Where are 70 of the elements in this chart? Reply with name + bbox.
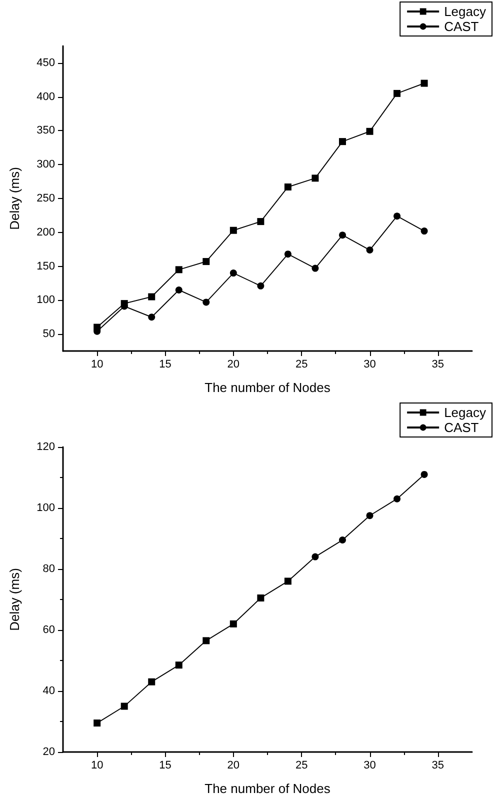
x-tick-label: 20 xyxy=(227,760,240,772)
legend-label: Legacy xyxy=(444,405,486,420)
point xyxy=(257,282,264,290)
point xyxy=(230,226,237,234)
point xyxy=(366,128,374,135)
point xyxy=(202,298,210,306)
x-tick-label: 35 xyxy=(432,760,444,772)
y-tick-label: 450 xyxy=(36,56,55,69)
x-tick-label: 30 xyxy=(364,760,376,772)
x-tick-label: 10 xyxy=(90,760,104,772)
point xyxy=(148,678,156,686)
legend-label: Legacy xyxy=(444,4,486,19)
point xyxy=(120,702,128,710)
point xyxy=(284,250,292,258)
point xyxy=(175,662,182,669)
x-tick-label: 30 xyxy=(364,358,376,370)
point xyxy=(366,512,374,520)
point xyxy=(366,246,374,254)
point xyxy=(202,637,210,644)
point xyxy=(394,90,401,97)
x-tick-label: 25 xyxy=(295,358,308,370)
point xyxy=(148,293,156,300)
x-tick-label: 15 xyxy=(159,760,172,772)
point xyxy=(338,138,346,146)
point xyxy=(394,495,401,502)
point xyxy=(230,270,237,277)
point xyxy=(284,578,292,585)
y-tick-label: 20 xyxy=(42,746,55,758)
y-tick-label: 80 xyxy=(42,563,55,575)
y-tick-label: 350 xyxy=(36,124,55,137)
legend-label: CAST xyxy=(444,19,479,34)
point xyxy=(148,314,156,321)
y-tick-label: 300 xyxy=(36,158,55,171)
point xyxy=(338,536,346,544)
x-axis-title: The number of Nodes xyxy=(204,380,331,395)
y-tick-label: 50 xyxy=(42,328,55,340)
point xyxy=(175,286,182,294)
point xyxy=(312,264,319,272)
y-axis-title: Delay (ms) xyxy=(7,167,22,230)
y-axis-title: Delay (ms) xyxy=(7,568,22,631)
x-tick-label: 35 xyxy=(432,358,444,370)
x-tick-label: 15 xyxy=(159,358,172,370)
point xyxy=(202,258,210,266)
point xyxy=(230,620,237,628)
point xyxy=(338,232,346,239)
point xyxy=(420,470,428,478)
point xyxy=(257,594,264,602)
y-tick-label: 100 xyxy=(36,502,55,514)
y-tick-label: 100 xyxy=(36,294,55,306)
y-tick-label: 250 xyxy=(36,192,55,204)
y-tick-label: 60 xyxy=(42,624,55,636)
point xyxy=(312,553,319,560)
y-tick-label: 200 xyxy=(36,226,55,238)
point xyxy=(94,720,101,727)
point xyxy=(420,80,428,87)
y-tick-label: 400 xyxy=(36,90,55,103)
point xyxy=(420,228,428,235)
x-tick-label: 10 xyxy=(90,358,104,370)
point xyxy=(394,212,401,220)
legend-label: CAST xyxy=(444,420,479,435)
x-axis-title: The number of Nodes xyxy=(204,781,331,796)
x-tick-label: 20 xyxy=(227,358,240,370)
y-tick-label: 150 xyxy=(36,260,55,272)
point xyxy=(175,266,182,274)
x-tick-label: 25 xyxy=(295,760,308,772)
point xyxy=(257,218,264,226)
point xyxy=(284,183,292,190)
point xyxy=(312,174,319,182)
y-tick-label: 120 xyxy=(36,441,55,453)
y-tick-label: 40 xyxy=(42,685,55,697)
